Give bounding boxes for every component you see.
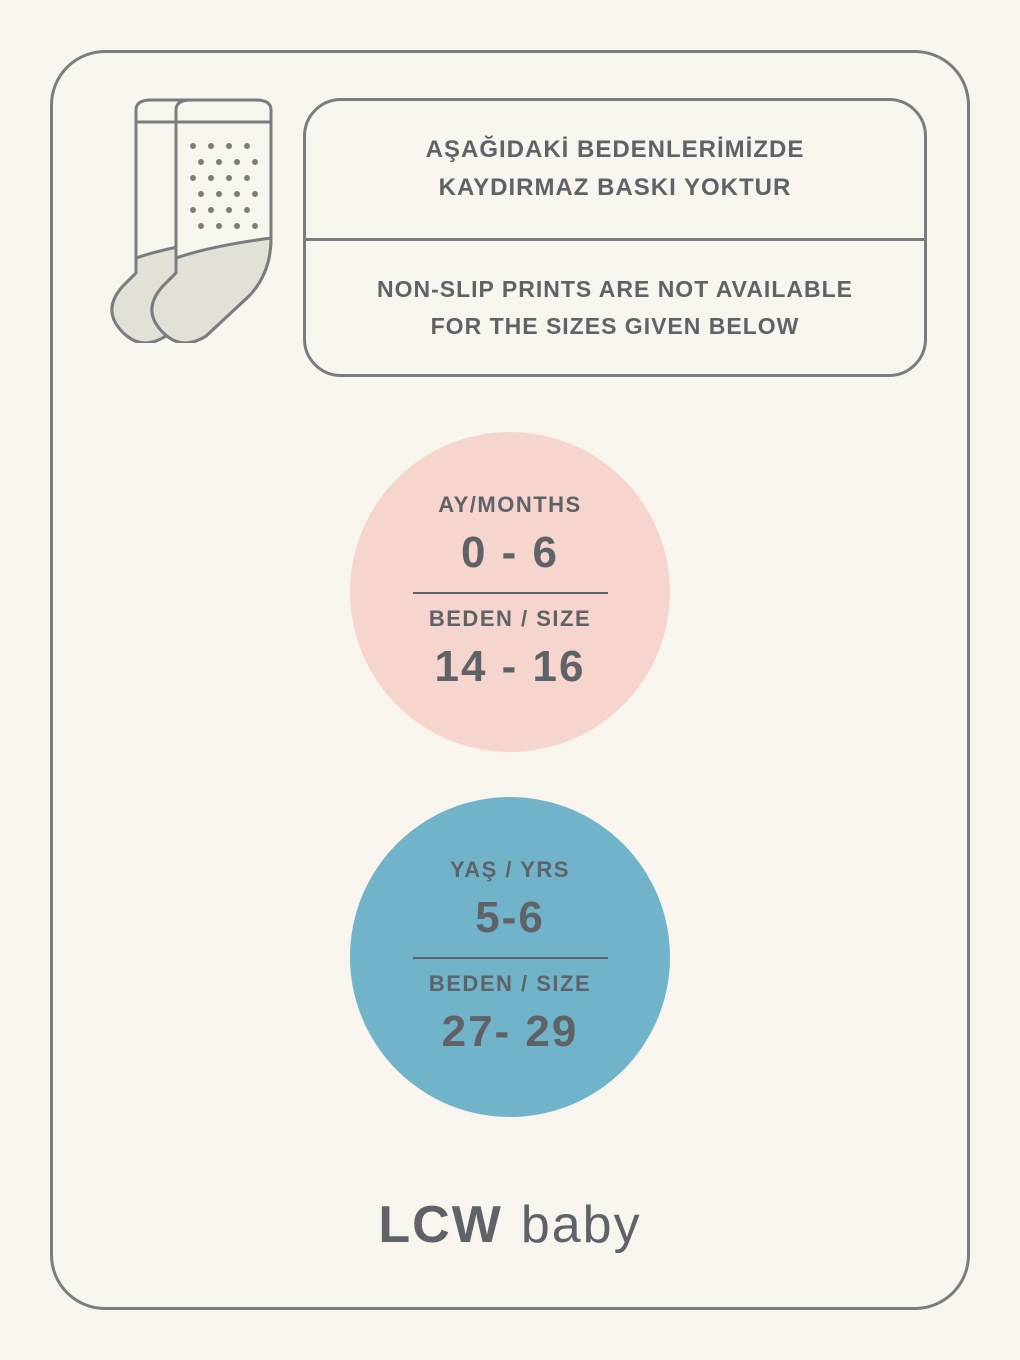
- circle-bottom-label: BEDEN / SIZE: [429, 971, 591, 997]
- circle-divider: [413, 592, 608, 594]
- notice-tr-line2: KAYDIRMAZ BASKI YOKTUR: [336, 169, 894, 207]
- notice-box: AŞAĞIDAKİ BEDENLERİMİZDE KAYDIRMAZ BASKI…: [303, 98, 927, 377]
- notice-english: NON-SLIP PRINTS ARE NOT AVAILABLE FOR TH…: [306, 241, 924, 375]
- circle-top-label: AY/MONTHS: [438, 492, 581, 518]
- circle-bottom-value: 14 - 16: [435, 642, 586, 692]
- circle-top-value: 0 - 6: [461, 528, 559, 578]
- header-row: AŞAĞIDAKİ BEDENLERİMİZDE KAYDIRMAZ BASKI…: [93, 98, 927, 377]
- brand-light: baby: [521, 1196, 642, 1254]
- notice-turkish: AŞAĞIDAKİ BEDENLERİMİZDE KAYDIRMAZ BASKI…: [306, 101, 924, 241]
- circle-top-label: YAŞ / YRS: [450, 857, 570, 883]
- circle-divider: [413, 957, 608, 959]
- circle-top-value: 5-6: [475, 893, 545, 943]
- notice-en-line1: NON-SLIP PRINTS ARE NOT AVAILABLE: [336, 271, 894, 308]
- circle-bottom-value: 27- 29: [442, 1007, 579, 1057]
- brand-logo: LCW baby: [53, 1195, 967, 1255]
- notice-en-line2: FOR THE SIZES GIVEN BELOW: [336, 308, 894, 345]
- size-circle-years: YAŞ / YRS 5-6 BEDEN / SIZE 27- 29: [350, 797, 670, 1117]
- size-circle-months: AY/MONTHS 0 - 6 BEDEN / SIZE 14 - 16: [350, 432, 670, 752]
- brand-bold: LCW: [378, 1196, 502, 1254]
- notice-tr-line1: AŞAĞIDAKİ BEDENLERİMİZDE: [336, 131, 894, 169]
- info-card: AŞAĞIDAKİ BEDENLERİMİZDE KAYDIRMAZ BASKI…: [50, 50, 970, 1310]
- circle-bottom-label: BEDEN / SIZE: [429, 606, 591, 632]
- size-circles: AY/MONTHS 0 - 6 BEDEN / SIZE 14 - 16 YAŞ…: [93, 432, 927, 1117]
- sock-icon: [93, 98, 278, 343]
